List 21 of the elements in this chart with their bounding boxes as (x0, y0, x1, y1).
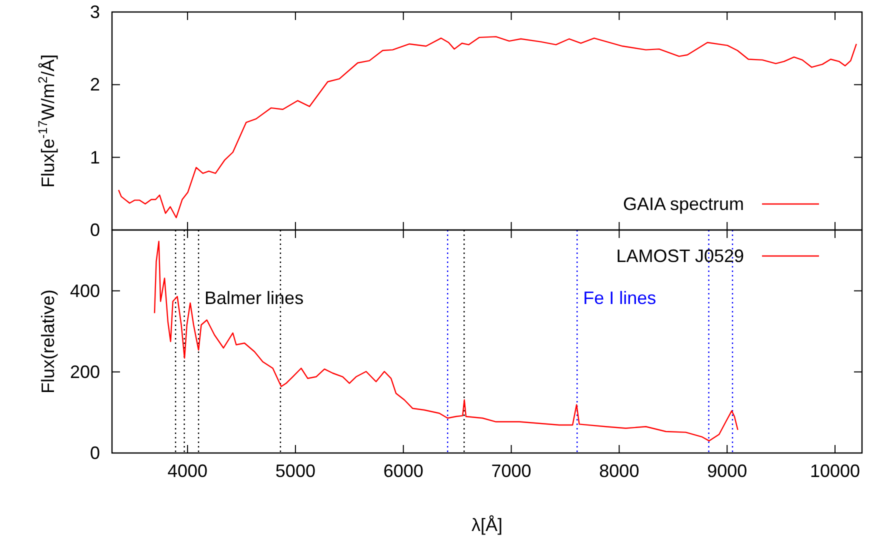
x-axis-title: λ[Å] (471, 515, 503, 535)
legend-label: GAIA spectrum (622, 194, 744, 214)
y-tick-label: 0 (90, 443, 100, 463)
x-tick-label: 8000 (599, 461, 640, 481)
y-axis-title: Flux(relative) (38, 289, 58, 394)
x-tick-label: 9000 (707, 461, 748, 481)
x-tick-label: 7000 (491, 461, 532, 481)
y-tick-label: 1 (90, 147, 100, 168)
y-tick-label: 3 (90, 2, 100, 22)
ref-line-label: Balmer lines (204, 288, 304, 308)
y-tick-label: 0 (90, 220, 100, 240)
y-tick-label: 2 (90, 74, 100, 95)
x-tick-label: 6000 (383, 461, 424, 481)
legend-label: LAMOST J0529 (616, 246, 744, 266)
line-series (118, 36, 857, 218)
x-tick-label: 5000 (275, 461, 316, 481)
y-tick-label: 400 (70, 280, 100, 301)
x-tick-label: 10000 (810, 461, 860, 481)
y-tick-label: 200 (70, 362, 100, 382)
ref-line-label: Fe I lines (583, 288, 656, 308)
x-tick-label: 4000 (168, 461, 208, 481)
